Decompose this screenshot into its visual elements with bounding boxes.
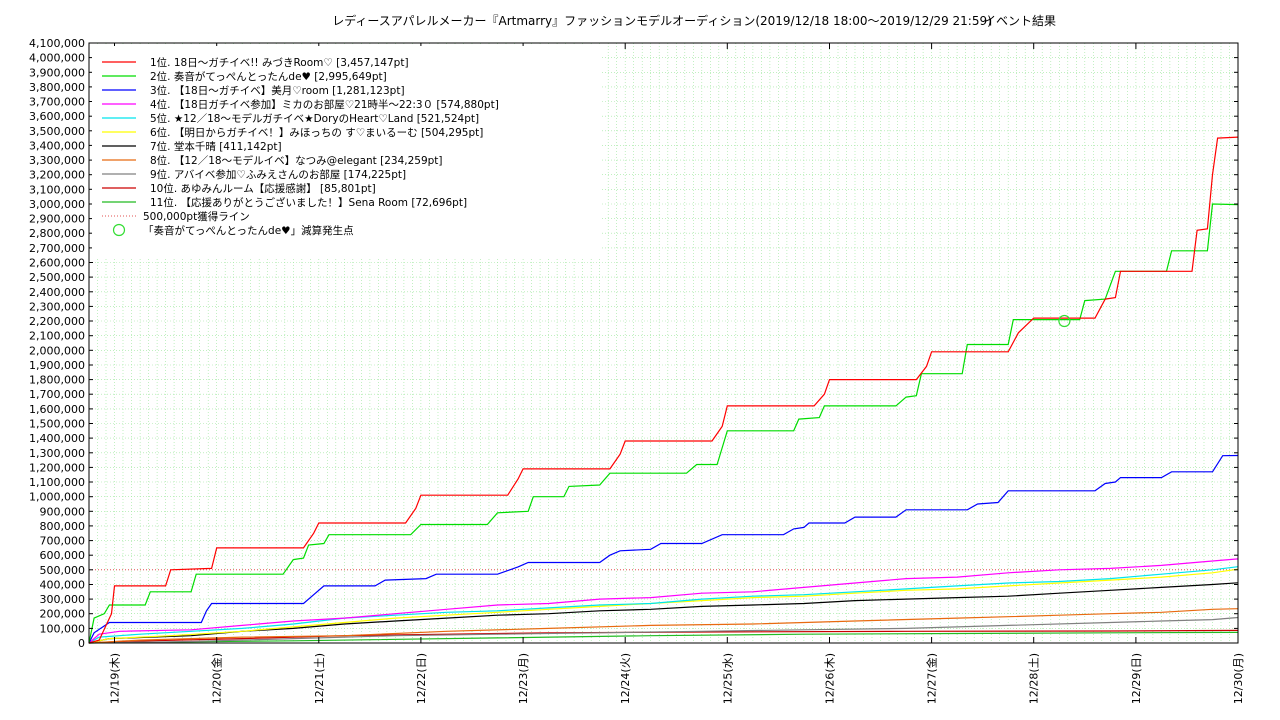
series-line-3 [88,454,1239,644]
y-tick-label: 2,200,000 [29,315,85,328]
x-tick-label: 12/28(土) [1028,653,1041,704]
reduction-marker [1058,314,1071,328]
y-tick-label: 4,000,000 [29,52,85,65]
y-tick-label: 2,700,000 [29,242,85,255]
legend-label-4: 4位. 【18日ガチイベ参加】ミカのお部屋♡21時半〜22:3０ [574,88… [150,98,499,111]
chart-title: レディースアパレルメーカー『Artmarry』ファッションモデルオーディション(… [332,13,992,28]
x-tick-label: 12/25(水) [721,653,734,704]
series-line-1 [88,136,1239,644]
series-line-9 [88,616,1239,644]
marker-layer [1058,314,1071,328]
y-tick-label: 500,000 [40,564,86,577]
x-tick-label: 12/23(月) [517,653,530,704]
x-tick-label: 12/22(日) [415,653,428,704]
x-tick-label: 12/24(火) [619,653,632,704]
y-tick-label: 1,400,000 [29,432,85,445]
y-tick-label: 400,000 [40,579,86,592]
y-tick-label: 3,800,000 [29,81,85,94]
y-tick-label: 2,500,000 [29,271,85,284]
x-tick-label: 12/30(月) [1232,653,1245,704]
y-tick-label: 3,300,000 [29,154,85,167]
y-tick-label: 1,000,000 [29,491,85,504]
x-tick-label: 12/29(日) [1130,653,1143,704]
y-tick-label: 3,400,000 [29,139,85,152]
y-tick-label: 3,000,000 [29,198,85,211]
y-tick-label: 100,000 [40,622,86,635]
y-tick-label: 1,700,000 [29,388,85,401]
y-tick-label: 1,500,000 [29,418,85,431]
y-tick-label: 900,000 [40,505,86,518]
y-tick-label: 2,400,000 [29,286,85,299]
legend-label-9: 9位. アバイベ参加♡ふみえさんのお部屋 [174,225pt] [150,168,406,181]
y-tick-label: 1,900,000 [29,359,85,372]
legend-label-2: 2位. 奏音がてっぺんとったんde♥ [2,995,649pt] [150,70,387,83]
y-tick-label: 1,100,000 [29,476,85,489]
y-tick-label: 1,200,000 [29,461,85,474]
series-layer [88,136,1239,644]
x-axis: 12/19(木) 12/20(金) 12/21(土) 12/22(日) 12/23(月)… [109,43,1245,704]
y-tick-label: 2,300,000 [29,300,85,313]
legend-label-7: 7位. 堂本千晴 [411,142pt] [150,140,282,153]
y-tick-label: 1,800,000 [29,374,85,387]
y-tick-label: 2,100,000 [29,330,85,343]
y-tick-label: 2,000,000 [29,344,85,357]
y-tick-label: 800,000 [40,520,86,533]
y-tick-label: 3,100,000 [29,183,85,196]
x-tick-label: 12/27(金) [925,653,939,704]
y-tick-label: 3,900,000 [29,66,85,79]
plot-frame [88,42,1239,644]
y-tick-label: 2,900,000 [29,213,85,226]
legend-label-3: 3位. 【18日〜ガチイベ】美月♡room [1,281,123pt] [150,84,405,97]
y-tick-label: 3,700,000 [29,96,85,109]
legend-swatch-marker [112,223,126,237]
legend-box [92,46,602,258]
series-line-10 [88,629,1239,644]
legend-label-6: 6位. 【明日からガチイベ！】みほっちの す♡まいるーむ [504,295pt] [150,126,483,139]
chart-subtitle: イベント結果 [984,14,1056,28]
y-tick-label: 3,500,000 [29,125,85,138]
y-tick-label: 1,300,000 [29,447,85,460]
series-line-4 [88,558,1239,644]
x-tick-label: 12/26(木) [824,653,837,704]
series-line-5 [88,566,1239,644]
y-tick-label: 1,600,000 [29,403,85,416]
series-line-7 [88,582,1239,644]
legend: 1位. 18日〜ガチイベ!! みづきRoom♡ [3,457,147pt]2位.… [92,46,602,258]
y-tick-label: 4,100,000 [29,37,85,50]
y-tick-label: 2,800,000 [29,227,85,240]
legend-label-1: 1位. 18日〜ガチイベ!! みづきRoom♡ [3,457,147pt] [150,56,409,69]
y-tick-label: 700,000 [40,535,86,548]
legend-label-reference: 500,000pt獲得ライン [143,210,250,223]
series-line-2 [88,203,1239,644]
legend-label-10: 10位. あゆみんルーム【応援感謝】 [85,801pt] [150,182,376,195]
x-tick-label: 12/20(金) [210,653,224,704]
y-tick-label: 3,600,000 [29,110,85,123]
x-tick-label: 12/19(木) [109,653,122,704]
y-tick-label: 2,600,000 [29,257,85,270]
legend-label-marker: 「奏音がてっぺんとったんde♥」減算発生点 [143,224,354,237]
legend-label-11: 11位. 【応援ありがとうございました！】Sena Room [72,696pt… [150,196,467,209]
series-line-6 [88,568,1239,644]
y-tick-label: 600,000 [40,549,86,562]
y-tick-label: 200,000 [40,608,86,621]
y-tick-label: 3,200,000 [29,169,85,182]
legend-label-5: 5位. ★12／18〜モデルガチイベ★DoryのHeart♡Land [521,… [150,112,479,125]
x-tick-label: 12/21(土) [313,653,326,704]
legend-label-8: 8位. 【12／18〜モデルイベ】なつみ@elegant [234,259pt] [150,154,443,167]
series-line-8 [88,608,1239,644]
y-tick-label: 0 [78,637,85,650]
y-tick-label: 300,000 [40,593,86,606]
